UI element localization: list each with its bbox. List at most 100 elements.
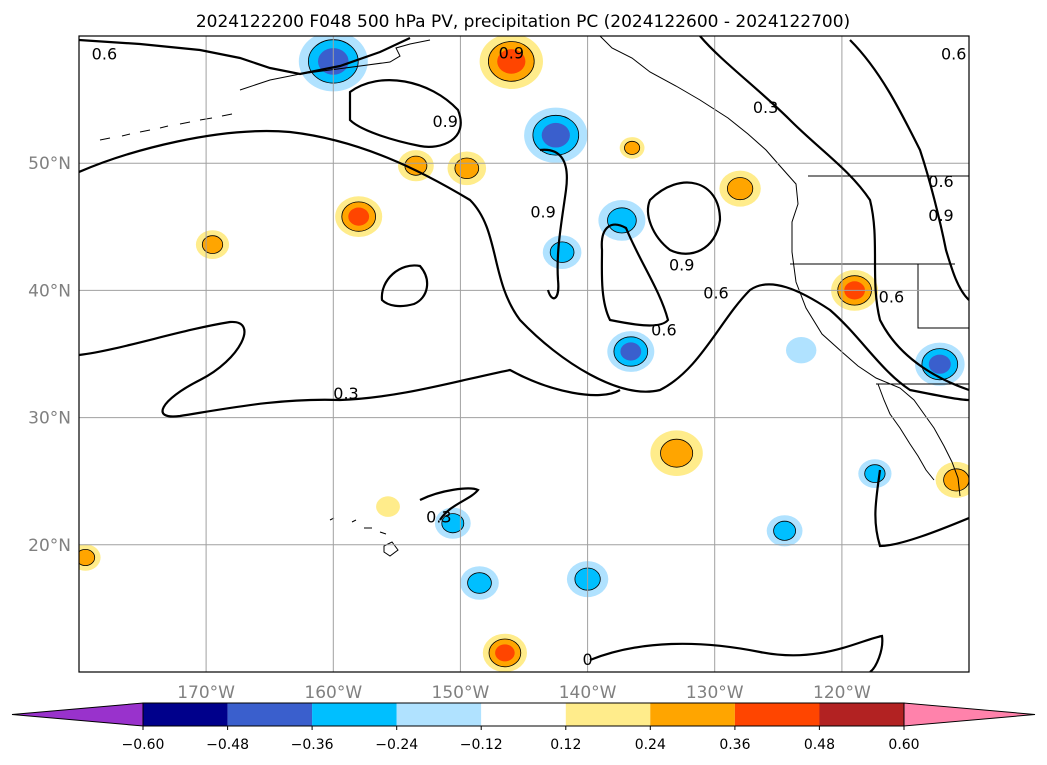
pv-contour-0.6-north <box>79 37 411 76</box>
precip-anomaly-15 <box>650 430 703 477</box>
latitude-tick-label: 20°N <box>28 536 71 556</box>
precip-anomaly-band <box>541 122 570 148</box>
colorbar <box>11 702 1036 727</box>
pv-contour-label: 0.3 <box>426 508 451 527</box>
pv-contour-label: 0 <box>583 650 593 669</box>
pv-contour-0.9-east <box>646 181 722 255</box>
precip-anomaly-14 <box>607 331 655 372</box>
colorbar-tick-label: 0.48 <box>804 737 835 753</box>
longitude-tick-labels: 170°W 160°W 150°W 140°W 130°W 120°W <box>177 683 871 703</box>
precip-anomaly-23 <box>482 633 527 672</box>
precip-anomaly-10 <box>719 170 761 207</box>
colorbar-segment <box>312 703 397 726</box>
precip-anomaly-band <box>201 235 224 254</box>
precip-anomaly-4 <box>447 151 487 186</box>
longitude-tick-label: 150°W <box>432 683 490 703</box>
precip-anomaly-band <box>864 464 886 483</box>
precip-anomaly-band <box>495 644 515 662</box>
pv-contour-label: 0.6 <box>928 172 953 191</box>
precip-anomaly-18 <box>766 515 803 547</box>
precip-anomaly-band <box>549 241 575 263</box>
precip-anomaly-8 <box>542 235 582 269</box>
colorbar-tick-label: 0.36 <box>719 737 750 753</box>
precip-anomaly-band <box>441 513 465 534</box>
precip-anomaly-band <box>497 49 526 74</box>
pv-contour-0.3-south-right <box>874 469 969 548</box>
pv-contour-label: 0.6 <box>941 45 966 64</box>
aleutian-islands-outline <box>99 113 233 141</box>
longitude-tick-label: 140°W <box>559 683 617 703</box>
colorbar-segment <box>565 703 651 726</box>
precip-anomaly-12 <box>915 342 965 386</box>
colorbar-segment <box>734 703 820 726</box>
pv-contour-labels: 0.6 0.9 0.9 0.3 0.6 0.9 0.9 0.6 0.6 0.6 0.6 0.9 0.3 0… <box>92 43 967 669</box>
colorbar-tick-label: −0.24 <box>375 737 418 753</box>
pv-contour-label: 0.3 <box>753 98 778 117</box>
precip-anomaly-16 <box>858 459 892 488</box>
precip-anomaly-20 <box>376 496 400 517</box>
precip-anomaly-band <box>376 496 400 517</box>
colorbar-segment <box>396 703 482 726</box>
precip-anomaly-9 <box>619 137 645 159</box>
longitude-tick-label: 160°W <box>304 683 362 703</box>
precip-anomaly-band <box>79 549 96 566</box>
pv-contour-0.6-channel <box>600 223 670 327</box>
colorbar-tick-label: 0.60 <box>888 737 919 753</box>
precip-anomaly-1 <box>479 36 543 89</box>
coastline-layer <box>99 36 969 557</box>
map-background <box>79 36 969 672</box>
gridlines <box>79 36 969 672</box>
pv-contour-label: 0.9 <box>432 112 457 131</box>
pv-contour-0.3-hawaii <box>419 487 480 521</box>
pv-contour-0.9-ring <box>348 79 462 148</box>
pv-contour-label: 0.3 <box>333 384 358 403</box>
pv-contour-label: 0.9 <box>530 202 555 221</box>
colorbar-tick-label: −0.60 <box>122 737 165 753</box>
pv-contour-label: 0.6 <box>703 284 728 303</box>
precip-anomaly-24 <box>79 544 101 571</box>
colorbar-tick-label: 0.12 <box>550 737 581 753</box>
pv-contour-layer <box>79 36 969 672</box>
precip-anomaly-band <box>454 157 480 180</box>
precip-anomaly-band <box>786 337 817 364</box>
baja-peninsula-outline <box>877 383 935 481</box>
colorbar-tick-label: 0.24 <box>635 737 666 753</box>
pv-contour-label: 0.6 <box>879 288 904 307</box>
pv-contour-label: 0.6 <box>92 45 117 64</box>
precip-anomaly-band <box>467 572 492 594</box>
precip-anomaly-2 <box>524 107 588 163</box>
alaska-peninsula-outline <box>239 39 431 91</box>
hawaii-islands-outline <box>329 517 399 557</box>
colorbar-segment <box>227 703 313 726</box>
map-frame <box>78 35 970 673</box>
colorbar-segment <box>819 703 904 726</box>
longitude-tick-label: 130°W <box>686 683 744 703</box>
longitude-tick-label: 120°W <box>813 683 871 703</box>
precip-anomaly-band <box>624 140 641 155</box>
pv-contour-label: 0.9 <box>669 256 694 275</box>
colorbar-segment <box>650 703 735 726</box>
precip-anomaly-band <box>773 520 796 541</box>
colorbar-tick-label: −0.36 <box>291 737 334 753</box>
precip-anomaly-band <box>607 207 637 234</box>
precip-anomaly-7 <box>598 200 646 241</box>
precip-anomaly-5 <box>335 196 383 238</box>
colorbar-segment <box>481 703 566 726</box>
latitude-tick-label: 50°N <box>28 154 71 174</box>
colorbar-extend-low <box>11 702 144 727</box>
colorbar-tick-label: −0.48 <box>206 737 249 753</box>
precip-anomaly-13 <box>786 337 817 364</box>
latitude-tick-label: 30°N <box>28 409 71 429</box>
pv-contour-0-south <box>589 634 884 672</box>
colorbar-segment <box>143 703 228 726</box>
pv-contour-0.6-loop <box>380 264 429 308</box>
precip-anomaly-3 <box>398 150 434 182</box>
precip-anomaly-17 <box>935 461 969 498</box>
precip-anomaly-band <box>726 177 754 201</box>
precip-anomaly-band <box>620 342 642 361</box>
figure-title: 2024122200 F048 500 hPa PV, precipitatio… <box>196 12 850 32</box>
precip-anomaly-21 <box>460 566 499 600</box>
pv-contour-0.6-right <box>849 39 969 301</box>
pv-contour-label: 0.6 <box>651 321 676 340</box>
